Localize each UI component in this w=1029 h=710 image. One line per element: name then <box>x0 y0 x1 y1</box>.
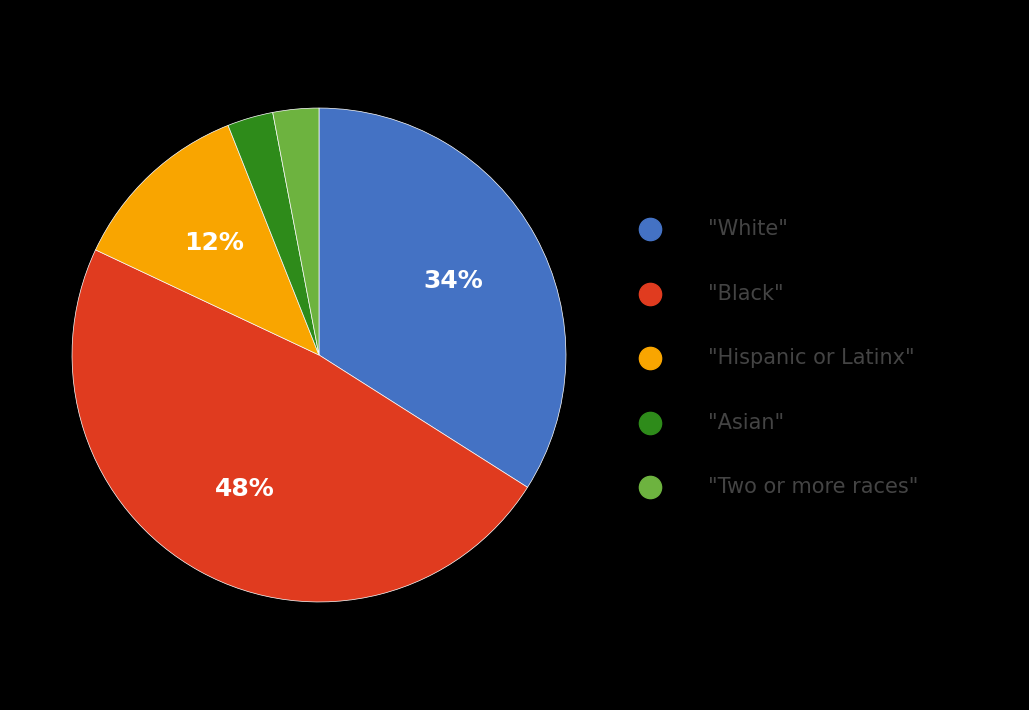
Wedge shape <box>96 126 319 355</box>
Text: 48%: 48% <box>215 477 275 501</box>
Wedge shape <box>72 250 528 602</box>
Text: "White": "White" <box>708 219 788 239</box>
Text: "Black": "Black" <box>708 284 783 304</box>
Text: 34%: 34% <box>423 269 483 293</box>
Wedge shape <box>273 108 319 355</box>
Text: "Two or more races": "Two or more races" <box>708 477 918 497</box>
Wedge shape <box>319 108 566 487</box>
Text: "Asian": "Asian" <box>708 413 784 433</box>
Text: 12%: 12% <box>184 231 244 256</box>
Text: "Hispanic or Latinx": "Hispanic or Latinx" <box>708 348 915 368</box>
Wedge shape <box>228 112 319 355</box>
